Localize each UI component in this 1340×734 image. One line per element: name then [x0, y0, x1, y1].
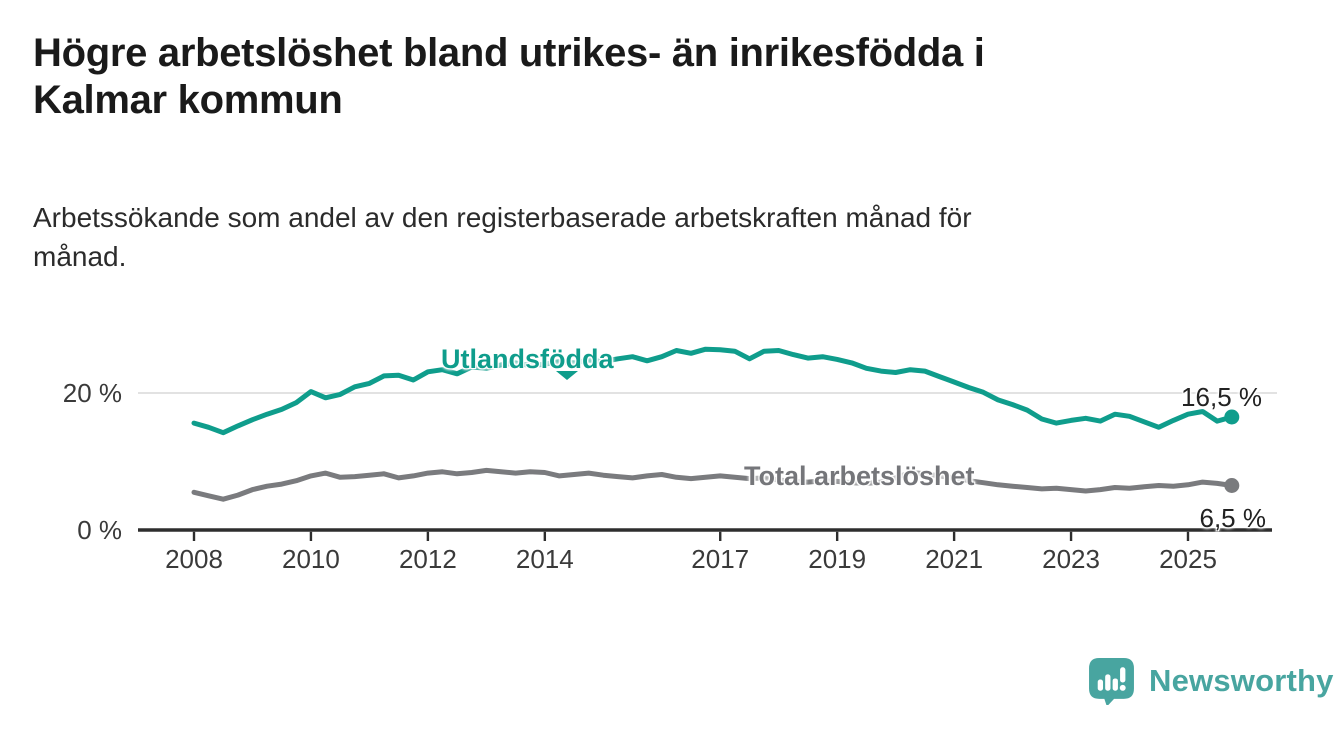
- end-value-label-total: 6,5 %: [1199, 503, 1267, 533]
- series-label-pointer-icon: [556, 371, 578, 380]
- series-label-utlandsfodda: Utlandsfödda: [441, 344, 614, 374]
- chart-subtitle-line2: månad.: [33, 241, 127, 272]
- x-tick-label-2012: 2012: [398, 544, 457, 574]
- y-tick-label-0: 0 %: [77, 515, 122, 545]
- x-tick-label-2021: 2021: [925, 544, 984, 574]
- utlandsfodda-end-dot: [1224, 409, 1240, 425]
- x-tick-label-2025: 2025: [1159, 544, 1217, 574]
- page-title: Högre arbetslöshet bland utrikes- än inr…: [33, 30, 1213, 124]
- utlandsfodda-line: [191, 346, 1235, 436]
- x-tick-label-2023: 2023: [1042, 544, 1100, 574]
- speech-bubble-shape: [1089, 658, 1134, 705]
- series-label-total-arbetsloshet: Total arbetslöshet: [744, 461, 975, 491]
- newsworthy-logo-icon: [1089, 658, 1134, 705]
- newsworthy-logo: Newsworthy: [1087, 656, 1334, 705]
- x-tick-label-2014: 2014: [515, 544, 574, 574]
- end-value-label-utlandsfodda: 16,5 %: [1181, 382, 1262, 412]
- total-arbetsloshet-end-dot: [1224, 478, 1240, 493]
- y-tick-label-20: 20 %: [62, 378, 122, 408]
- chart-subtitle-line1: Arbetssökande som andel av den registerb…: [33, 202, 972, 233]
- page-title-line2: Kalmar kommun: [33, 78, 343, 122]
- x-tick-label-2008: 2008: [165, 544, 223, 574]
- chart-subtitle: Arbetssökande som andel av den registerb…: [33, 198, 1233, 276]
- x-tick-label-2019: 2019: [808, 544, 867, 574]
- x-tick-label-2017: 2017: [691, 544, 750, 574]
- page-title-line1: Högre arbetslöshet bland utrikes- än inr…: [33, 31, 985, 75]
- x-tick-label-2010: 2010: [282, 544, 340, 574]
- newsworthy-logo-text: Newsworthy: [1149, 662, 1334, 698]
- total-arbetsloshet-line: [191, 467, 1235, 502]
